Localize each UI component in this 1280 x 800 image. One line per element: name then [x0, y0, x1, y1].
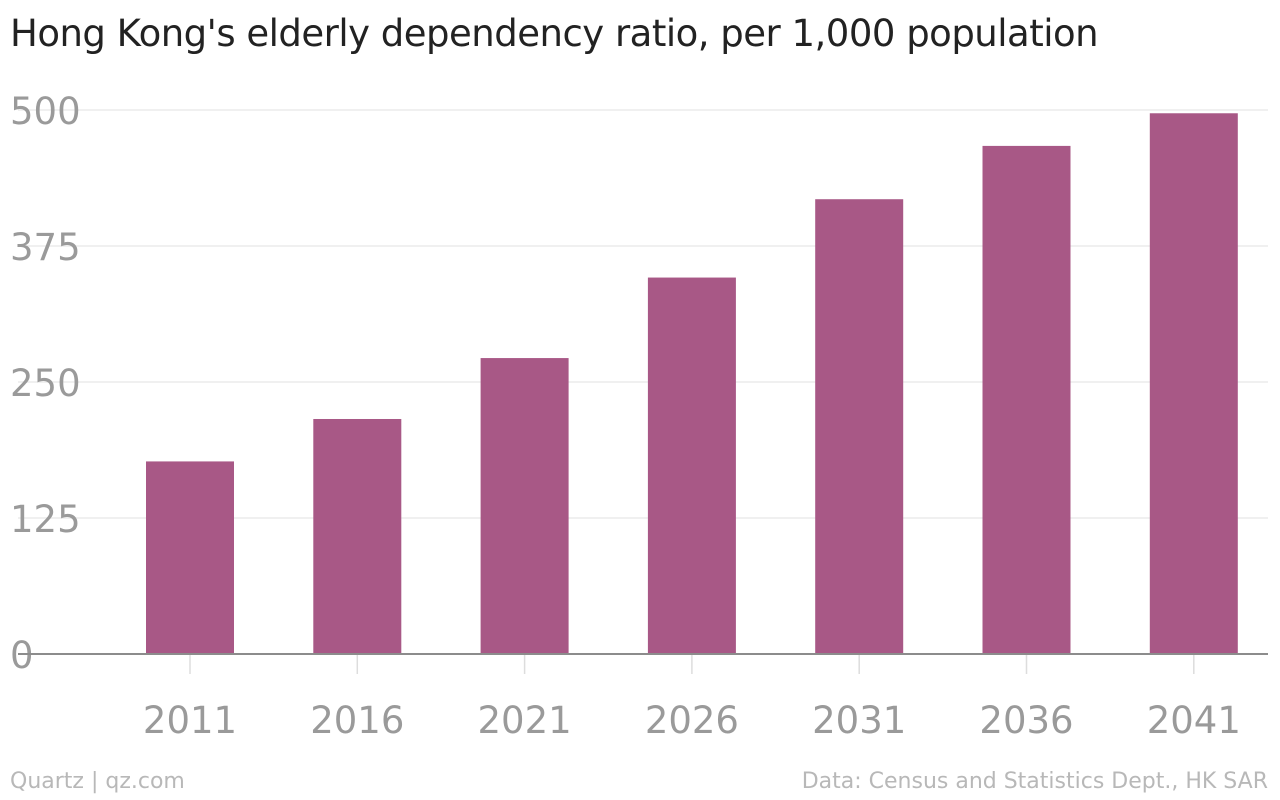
- x-tick-label: 2031: [812, 699, 906, 742]
- bar: [146, 461, 234, 654]
- footer-source: Data: Census and Statistics Dept., HK SA…: [801, 769, 1268, 794]
- y-tick-label: 125: [10, 498, 81, 541]
- bar: [815, 199, 904, 654]
- bar: [647, 277, 736, 654]
- footer-credit: Quartz | qz.com: [10, 769, 185, 794]
- x-axis-tick-labels: 2011 2016 2021 2026 2031 2036 2041: [143, 699, 1241, 742]
- x-tick-label: 2016: [310, 699, 404, 742]
- x-tick-label: 2041: [1147, 699, 1241, 742]
- x-tick-label: 2011: [143, 699, 237, 742]
- y-tick-label: 500: [10, 90, 81, 133]
- x-tick-label: 2036: [979, 699, 1073, 742]
- y-tick-label: 375: [10, 226, 81, 269]
- bar: [313, 418, 402, 654]
- y-tick-label: 0: [10, 634, 34, 677]
- x-tick-label: 2026: [645, 699, 739, 742]
- gridlines: [18, 109, 1268, 519]
- chart-title: Hong Kong's elderly dependency ratio, pe…: [10, 12, 1099, 55]
- bar: [1149, 113, 1238, 655]
- bar: [480, 358, 569, 654]
- y-tick-label: 250: [10, 362, 81, 405]
- x-tick-label: 2021: [478, 699, 572, 742]
- bars: [146, 113, 1238, 655]
- x-axis: [18, 653, 1268, 674]
- bar: [982, 145, 1071, 655]
- y-axis-tick-labels: 0 125 250 375 500: [10, 90, 81, 677]
